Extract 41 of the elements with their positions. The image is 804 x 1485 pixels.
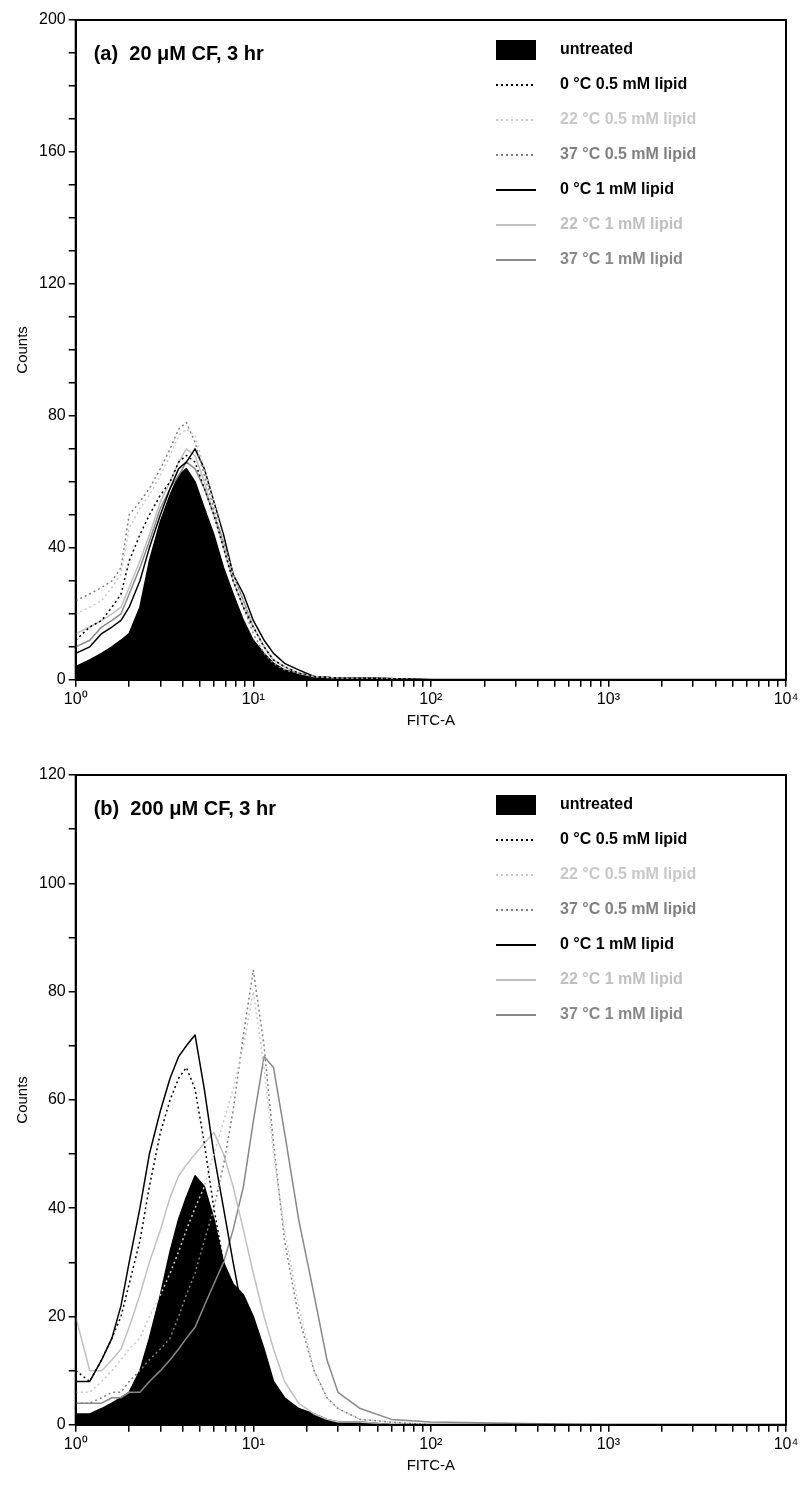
legend-label: 0 °C 1 mM lipid — [560, 935, 674, 953]
x-tick-label: 10¹ — [241, 689, 265, 707]
legend-label: 0 °C 1 mM lipid — [560, 180, 674, 198]
y-tick-label: 40 — [47, 538, 66, 556]
x-tick-label: 10³ — [596, 689, 621, 707]
y-tick-label: 120 — [38, 765, 66, 783]
y-axis-title: Counts — [13, 1076, 31, 1124]
y-tick-label: 80 — [47, 406, 66, 424]
x-tick-label: 10² — [419, 1434, 444, 1452]
x-tick-label: 10³ — [596, 1434, 621, 1452]
y-tick-label: 20 — [47, 1306, 66, 1324]
y-tick-label: 100 — [38, 873, 66, 891]
y-tick-label: 160 — [38, 142, 66, 160]
legend-label: 37 °C 0.5 mM lipid — [560, 900, 697, 918]
x-tick-label: 10⁴ — [773, 1434, 799, 1452]
x-tick-label: 10⁴ — [773, 689, 799, 707]
legend-label: 37 °C 1 mM lipid — [560, 250, 683, 268]
legend-label: 22 °C 1 mM lipid — [560, 215, 683, 233]
legend-label: 0 °C 0.5 mM lipid — [560, 830, 688, 848]
text: (a) 20 μM CF, 3 hr — [93, 41, 264, 64]
legend-label: untreated — [560, 795, 633, 813]
y-tick-label: 0 — [56, 670, 66, 688]
legend-label: 22 °C 1 mM lipid — [560, 970, 683, 988]
x-axis-title: FITC-A — [406, 1456, 456, 1474]
text: (b) 200 μM CF, 3 hr — [93, 796, 277, 819]
y-axis-title: Counts — [13, 326, 31, 374]
x-tick-label: 10⁰ — [63, 1434, 88, 1452]
y-tick-label: 80 — [47, 982, 66, 1000]
y-tick-label: 200 — [38, 10, 66, 28]
y-tick-label: 60 — [47, 1090, 66, 1108]
x-tick-label: 10⁰ — [63, 689, 88, 707]
y-tick-label: 40 — [47, 1198, 66, 1216]
x-axis-title: FITC-A — [406, 711, 456, 729]
y-tick-label: 0 — [56, 1415, 66, 1433]
y-tick-label: 120 — [38, 274, 66, 292]
legend-label: 0 °C 0.5 mM lipid — [560, 75, 688, 93]
x-tick-label: 10¹ — [241, 1434, 265, 1452]
x-tick-label: 10² — [419, 689, 444, 707]
legend-label: 37 °C 0.5 mM lipid — [560, 145, 697, 163]
legend-label: untreated — [560, 40, 633, 58]
legend-label: 37 °C 1 mM lipid — [560, 1005, 683, 1023]
